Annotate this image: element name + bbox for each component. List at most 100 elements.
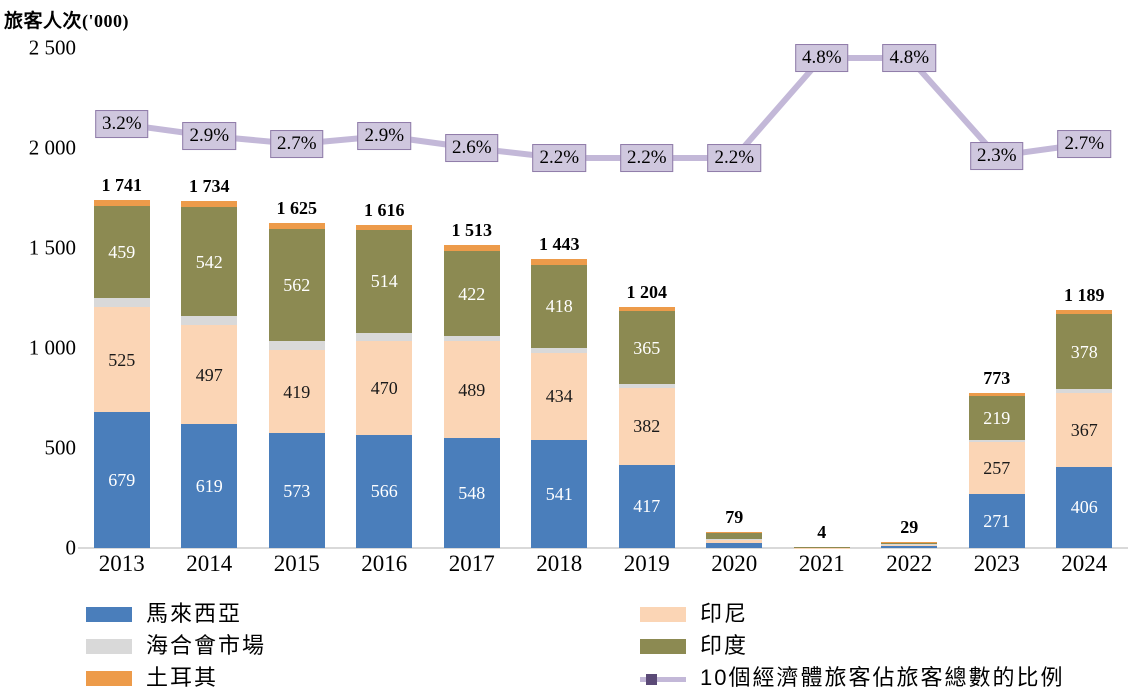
bar-total-label: 79 [725, 507, 744, 528]
bar-segment-value: 422 [458, 283, 486, 304]
bar-segment-indonesia: 382 [618, 388, 675, 465]
bar-total-label: 1 204 [626, 282, 668, 303]
bar-column: 4 [793, 522, 850, 548]
bar-segment-gcc [181, 315, 238, 325]
bar-segment-turkey [181, 201, 238, 208]
percentage-label-box: 2.2% [619, 144, 674, 172]
bar-segment-malaysia: 406 [1056, 466, 1113, 548]
percentage-label-box: 2.9% [182, 122, 237, 150]
legend-label: 10個經濟體旅客佔旅客總數的比例 [700, 665, 1065, 690]
bar-segment-indonesia: 434 [531, 353, 588, 440]
bar-segment-turkey [268, 223, 325, 229]
axis-title-text: 旅客人次 [4, 11, 83, 32]
bar-segment-value: 525 [108, 349, 136, 370]
bar-segment-india: 562 [268, 228, 325, 342]
bar-column: 566 470 514 1 616 [356, 200, 413, 548]
bar-segment-indonesia [881, 544, 938, 547]
bar-column: 619 497 542 1 734 [181, 176, 238, 548]
bar-segment-gcc [968, 440, 1025, 443]
bar-segment-gcc [268, 341, 325, 350]
bar-segment-turkey [706, 532, 763, 533]
legend-label: 印尼 [700, 601, 749, 626]
bar-total-label: 1 443 [539, 234, 580, 255]
bar-segment-turkey [531, 259, 588, 265]
legend-item-turkey[interactable]: 土耳其 [86, 662, 266, 694]
legend-label: 印度 [700, 633, 749, 658]
legend-swatch-india-icon [640, 638, 686, 654]
bar-segment-value: 562 [283, 275, 311, 295]
bar-column: 29 [881, 517, 938, 548]
bar-column: 548 489 422 1 513 [443, 220, 500, 548]
bar-segment-indonesia [706, 539, 763, 544]
legend-item-malaysia[interactable]: 馬來西亞 [86, 598, 266, 630]
bar-segment-value: 434 [545, 386, 573, 407]
legend-label: 馬來西亞 [146, 601, 243, 626]
bar-segment-value: 382 [633, 416, 661, 437]
percentage-label-box: 2.9% [357, 122, 412, 150]
bar-segment-value: 365 [633, 337, 661, 358]
bar-segment-india: 365 [618, 311, 675, 385]
legend-swatch-line-icon [640, 671, 686, 686]
bar-segment-india: 219 [968, 396, 1025, 440]
percentage-label-box: 2.3% [969, 142, 1024, 170]
percentage-label-box: 2.6% [444, 134, 499, 162]
bar-segment-gcc [1056, 389, 1113, 394]
x-axis-label: 2018 [536, 551, 583, 576]
bar-segment-indonesia: 470 [356, 340, 413, 435]
x-axis-label: 2019 [623, 551, 670, 576]
bar-total-label: 1 189 [1064, 285, 1105, 306]
legend-item-india[interactable]: 印度 [640, 630, 1064, 662]
bar-segment-indonesia: 257 [968, 442, 1025, 494]
bar-column: 417 382 365 1 204 [618, 282, 675, 548]
bar-total-label: 1 625 [276, 198, 318, 218]
bar-segment-malaysia: 548 [443, 438, 500, 548]
bar-segment-indonesia: 367 [1056, 393, 1113, 467]
bar-segment-value: 566 [370, 481, 398, 502]
bar-segment-value: 470 [370, 377, 398, 398]
chart-axis-title: 旅客人次('000) [4, 6, 129, 33]
bar-segment-indonesia: 525 [93, 307, 150, 413]
bar-segment-value: 497 [195, 364, 223, 385]
bar-segment-turkey [1056, 310, 1113, 314]
bar-segment-turkey [618, 307, 675, 312]
bar-segment-value: 219 [983, 408, 1011, 429]
bar-segment-gcc [618, 384, 675, 389]
y-axis-tick: 1 000 [28, 335, 76, 360]
x-axis-label: 2020 [711, 551, 758, 576]
bar-segment-gcc [443, 335, 500, 341]
bar-segment-turkey [968, 393, 1025, 397]
bar-segment-turkey [443, 245, 500, 252]
bar-segment-value: 459 [108, 241, 136, 262]
bar-segment-india [706, 532, 763, 539]
bar-segment-india: 514 [356, 230, 413, 333]
legend-swatch-malaysia-icon [86, 606, 132, 622]
bar-column: 406 367 378 1 189 [1056, 285, 1113, 548]
bar-segment-malaysia [881, 546, 938, 548]
bar-column: 573 419 562 1 625 [268, 198, 325, 548]
bar-segment-indonesia: 419 [268, 349, 325, 434]
x-axis-label: 2014 [186, 551, 233, 576]
bar-column: 541 434 418 1 443 [531, 234, 588, 548]
legend-swatch-turkey-icon [86, 670, 132, 686]
bar-segment-malaysia: 679 [93, 412, 150, 548]
legend-item-indonesia[interactable]: 印尼 [640, 598, 1064, 630]
bar-segment-malaysia: 541 [531, 439, 588, 548]
legend-line-marker-icon [646, 673, 657, 685]
y-axis-tick: 500 [44, 435, 77, 460]
x-axis-label: 2016 [361, 551, 408, 576]
legend-item-gcc[interactable]: 海合會市場 [86, 630, 266, 662]
bar-segment-malaysia: 619 [181, 424, 238, 548]
bar-segment-india [881, 542, 938, 545]
bar-segment-value: 489 [458, 379, 486, 400]
bar-segment-malaysia: 417 [618, 464, 675, 548]
bar-segment-value: 679 [108, 470, 136, 491]
plot-area: 2 500 2 000 1 500 1 000 500 0 679 525 459 1 741 20… [29, 37, 1128, 575]
legend-label: 土耳其 [146, 665, 219, 690]
x-axis-label: 2024 [1061, 551, 1108, 576]
legend-item-line[interactable]: 10個經濟體旅客佔旅客總數的比例 [640, 662, 1064, 694]
x-axis-label: 2013 [98, 551, 145, 576]
legend-column-left: 馬來西亞海合會市場土耳其 [86, 598, 266, 694]
bar-segment-india: 378 [1056, 313, 1113, 390]
percentage-label-box: 2.7% [1057, 130, 1112, 158]
bar-segment-value: 548 [458, 483, 486, 504]
